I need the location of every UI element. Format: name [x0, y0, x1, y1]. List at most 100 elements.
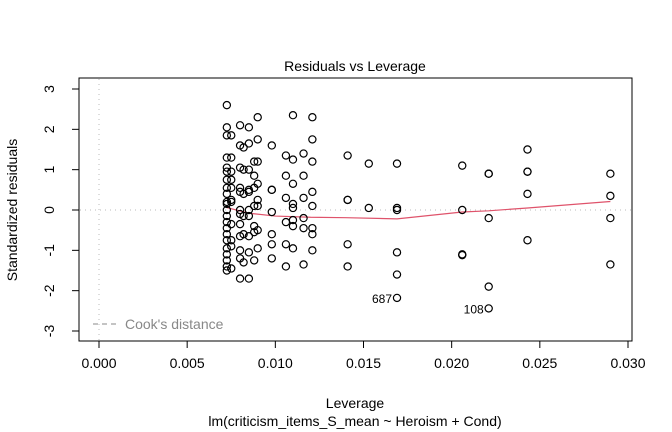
data-point [308, 223, 317, 233]
data-point [222, 153, 232, 162]
data-point [222, 211, 232, 221]
data-point [253, 201, 262, 211]
data-point [253, 225, 262, 235]
data-point [364, 159, 373, 168]
data-point [222, 100, 232, 110]
data-point [222, 236, 232, 245]
data-point [253, 135, 262, 144]
data-point [299, 149, 308, 158]
data-point [484, 304, 493, 313]
data-point [281, 262, 291, 271]
data-point [227, 264, 236, 273]
data-point [222, 183, 232, 193]
chart-title: Residuals vs Leverage [284, 58, 426, 74]
data-point [343, 195, 352, 205]
data-point [392, 293, 402, 303]
data-point [606, 169, 615, 178]
y-axis: -3 -2 -1 0 1 2 3 [41, 85, 80, 337]
data-point [281, 193, 291, 203]
data-point [364, 203, 373, 213]
data-point [222, 229, 232, 239]
data-point [523, 189, 532, 199]
data-point [244, 248, 254, 257]
y-tick-label: -2 [41, 284, 57, 297]
data-point [227, 242, 236, 251]
data-point [343, 262, 352, 271]
data-point [253, 113, 262, 122]
data-point [253, 157, 262, 166]
data-point [239, 258, 248, 267]
x-tick-label: 0.015 [346, 355, 381, 371]
data-point [249, 256, 259, 265]
x-tick-label: 0.010 [258, 355, 293, 371]
data-point [222, 217, 232, 227]
point-label: 108 [464, 302, 484, 316]
y-tick-label: 1 [41, 166, 57, 174]
data-point [392, 159, 402, 168]
data-point [244, 211, 254, 221]
data-point [606, 191, 615, 201]
data-point [235, 274, 245, 283]
data-point [222, 244, 232, 253]
data-point [249, 171, 259, 180]
data-point [244, 274, 254, 283]
data-point [308, 187, 317, 197]
data-point [244, 165, 254, 174]
chart-subtitle: lm(criticism_items_S_mean ~ Heroism + Co… [208, 413, 501, 429]
data-point [235, 121, 245, 130]
data-point [239, 165, 248, 174]
data-point [227, 175, 236, 184]
reference-lines [80, 79, 631, 340]
point-label: 687 [372, 292, 392, 306]
data-point [606, 260, 615, 269]
data-point [253, 195, 262, 205]
data-point [288, 221, 298, 231]
y-tick-label: 0 [41, 206, 57, 214]
data-point [239, 211, 248, 221]
data-point [239, 229, 248, 239]
data-point [227, 197, 236, 207]
data-point [267, 141, 277, 150]
data-point [222, 189, 232, 199]
data-point [392, 270, 402, 279]
data-point [267, 254, 277, 263]
x-tick-label: 0.020 [434, 355, 469, 371]
y-tick-label: 3 [41, 85, 57, 93]
data-point [281, 151, 291, 160]
data-point [222, 262, 232, 271]
data-point [308, 201, 317, 211]
data-point [239, 189, 248, 199]
data-point [392, 248, 402, 257]
data-point [299, 171, 308, 180]
data-point [267, 229, 277, 239]
data-point [484, 213, 493, 223]
data-point [288, 215, 298, 225]
point-labels-group: 687 108 [372, 292, 484, 316]
data-point [249, 157, 259, 166]
data-point [281, 171, 291, 180]
data-point [523, 236, 532, 245]
data-point [235, 183, 245, 193]
data-point [227, 183, 236, 193]
data-point [244, 123, 254, 132]
data-point [606, 213, 615, 223]
y-tick-label: -1 [41, 244, 57, 257]
x-tick-label: 0.025 [522, 355, 557, 371]
data-point [227, 153, 236, 162]
points-group [222, 100, 615, 313]
data-point [308, 229, 317, 239]
legend: Cook's distance [93, 316, 224, 332]
data-point [249, 201, 259, 211]
data-point [484, 169, 493, 178]
data-point [392, 205, 402, 215]
data-point [222, 123, 232, 132]
data-point [308, 157, 317, 166]
data-point [235, 219, 245, 229]
data-point [288, 155, 298, 164]
data-point [288, 179, 298, 188]
data-point [222, 175, 232, 184]
smooth-line-group [226, 200, 611, 220]
data-point [227, 167, 236, 176]
data-point [267, 240, 277, 249]
data-point [288, 203, 298, 213]
